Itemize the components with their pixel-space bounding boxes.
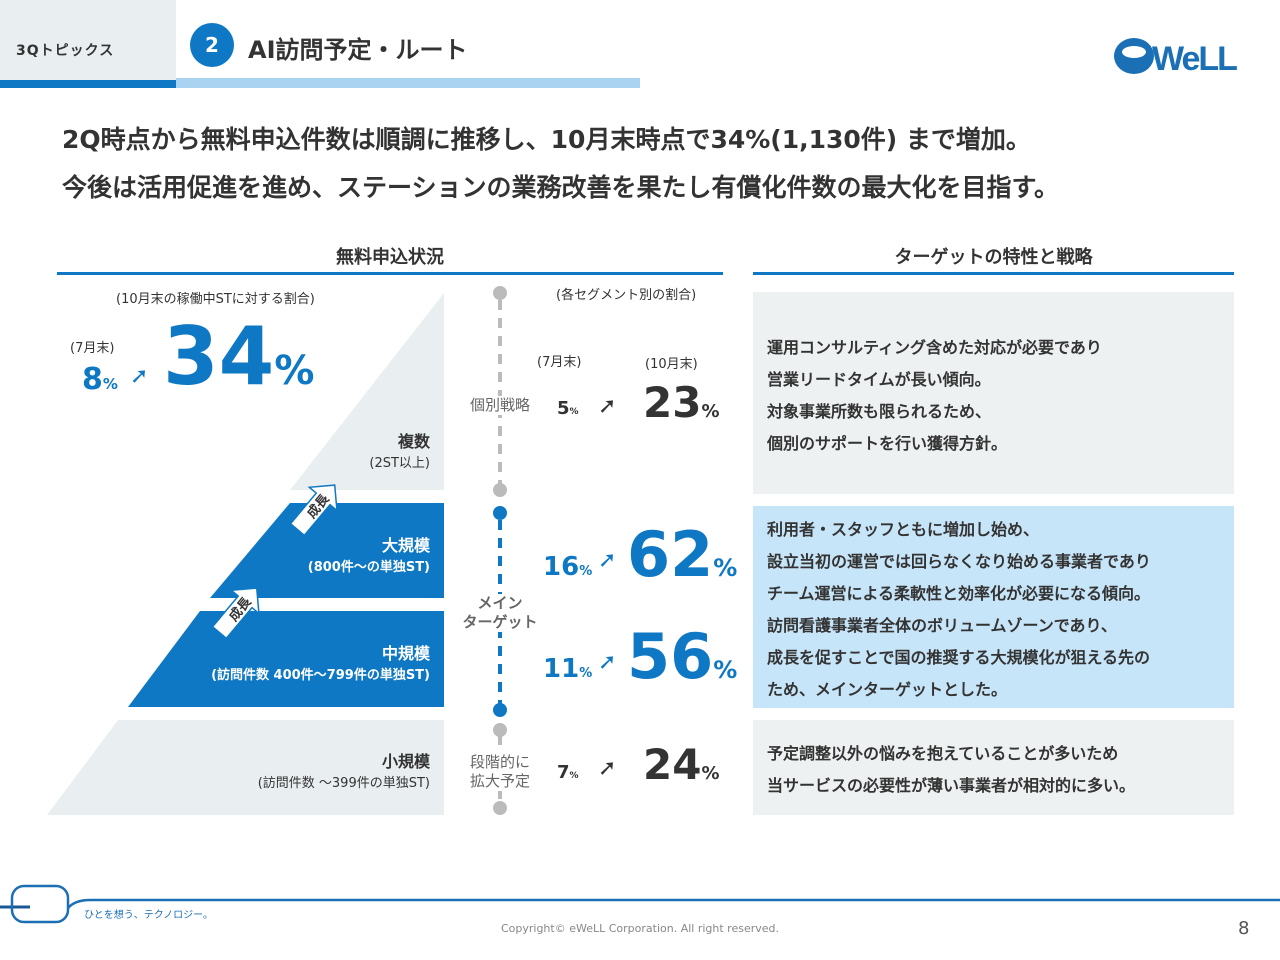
trend-arrow-icon: ➚: [130, 364, 149, 389]
header-bar: [0, 80, 176, 88]
tier-large-shape: [210, 503, 444, 598]
growth-arrow-icon: 成長: [211, 587, 260, 640]
footer-logo-line: [0, 884, 1280, 924]
section-label: 3Qトピックス: [16, 43, 115, 59]
middle-jul-label: (7月末): [537, 355, 582, 370]
footer-tagline: ひとを想う、テクノロジー。: [84, 910, 213, 921]
left-note: (10月末の稼働中STに対する割合): [116, 292, 315, 307]
tier-multi-shape: [290, 293, 444, 490]
strategy-box-small: 予定調整以外の悩みを抱えていることが多いため 当サービスの必要性が薄い事業者が相対…: [753, 720, 1234, 815]
page-number: 8: [1238, 918, 1250, 939]
strategy-main: メイン ターゲット: [460, 594, 540, 632]
middle-note: (各セグメント別の割合): [556, 288, 697, 303]
right-section-title: ターゲットの特性と戦略: [894, 247, 1093, 268]
left-section-title: 無料申込状況: [336, 247, 444, 268]
strategy-box-main: 利用者・スタッフともに増加し始め、 設立当初の運営では回らなくなり始める事業者であ…: [753, 506, 1234, 708]
trend-arrow-icon: ➚: [598, 650, 617, 675]
header-bar-light: [176, 78, 640, 88]
pyramid: 成長 成長: [47, 293, 444, 815]
segment-timeline: [493, 286, 507, 815]
svg-text:WeLL: WeLL: [1152, 40, 1237, 78]
tier-medium-label: 中規模 (訪問件数 400件～799件の単独ST): [211, 644, 430, 683]
strategy-gradual: 段階的に 拡大予定: [460, 753, 540, 791]
headline-1: 2Q時点から無料申込件数は順調に推移し、10月末時点で34%(1,130件) ま…: [62, 125, 1031, 154]
divider: [753, 272, 1234, 275]
tier-large-label: 大規模 (800件～の単独ST): [307, 536, 430, 575]
middle-oct-label: (10月末): [645, 357, 698, 372]
tier-multi-label: 複数 (2ST以上): [369, 432, 430, 471]
tier-small-label: 小規模 (訪問件数 ～399件の単独ST): [257, 752, 430, 791]
copyright: Copyright© eWeLL Corporation. All right …: [500, 922, 780, 935]
trend-arrow-icon: ➚: [598, 756, 617, 781]
strategy-box-multi: 運用コンサルティング含めた対応が必要であり 営業リードタイムが長い傾向。 対象事業所…: [753, 292, 1234, 494]
headline-2: 今後は活用促進を進め、ステーションの業務改善を果たし有償化件数の最大化を目指す。: [62, 173, 1060, 202]
oct-total-value: 34%: [163, 310, 315, 403]
jul-total-value: 8%: [82, 362, 118, 397]
tier-small-shape: [47, 720, 444, 815]
page-title: AI訪問予定・ルート: [248, 36, 468, 64]
divider: [57, 272, 723, 275]
strategy-individual: 個別戦略: [460, 396, 540, 415]
section-tab: 3Qトピックス: [0, 0, 176, 82]
trend-arrow-icon: ➚: [598, 548, 617, 573]
topic-number-badge: 2: [190, 23, 234, 67]
trend-arrow-icon: ➚: [598, 394, 617, 419]
tier-medium-shape: [128, 611, 444, 707]
jul-label: (7月末): [70, 341, 115, 356]
ewell-logo: WeLL: [1112, 30, 1242, 82]
